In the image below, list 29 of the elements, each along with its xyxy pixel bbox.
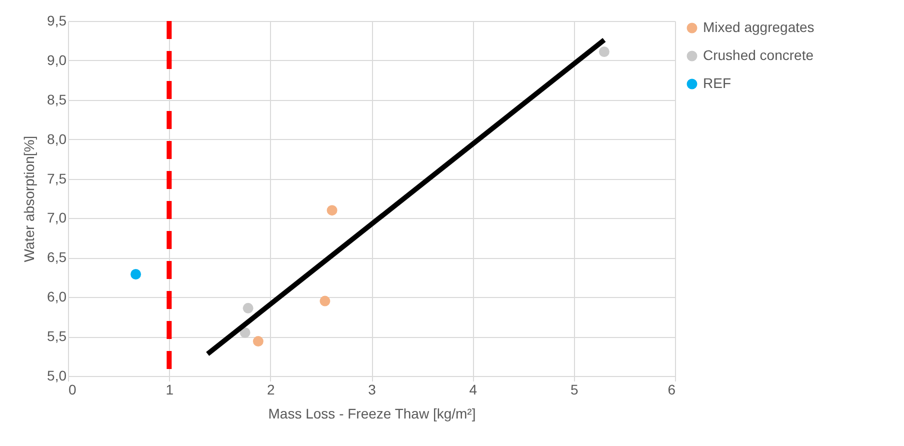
- x-axis-title: Mass Loss - Freeze Thaw [kg/m²]: [268, 406, 476, 422]
- y-tick-label: 7,0: [47, 210, 67, 226]
- point: [242, 302, 254, 314]
- legend-label: Mixed aggregates: [703, 19, 814, 35]
- x-tick-label: 6: [668, 382, 676, 398]
- y-tick-label: 8,5: [47, 91, 67, 108]
- x-tick-label: 1: [166, 382, 174, 398]
- y-tick-label: 6,0: [47, 288, 67, 305]
- y-tick-label: 6,5: [47, 249, 67, 266]
- y-tick-label: 7,5: [47, 170, 67, 186]
- x-tick-label: 2: [266, 382, 275, 398]
- y-axis-title: Water absorption[%]: [21, 136, 38, 262]
- y-tick-label: 8,0: [47, 130, 67, 147]
- y-tick-label: 9,0: [47, 52, 67, 68]
- legend-label: Crushed concrete: [703, 47, 814, 63]
- point: [240, 327, 250, 338]
- y-tick-label: 5,0: [47, 368, 67, 384]
- point: [320, 296, 330, 306]
- point: [598, 46, 610, 57]
- y-tick-label: 9,5: [47, 12, 67, 28]
- point: [130, 269, 142, 280]
- point: [252, 336, 264, 347]
- y-tick-label: 5,5: [47, 328, 67, 344]
- x-tick-label: 0: [68, 382, 76, 398]
- x-tick-label: 5: [570, 382, 578, 398]
- legend-label: REF: [703, 75, 731, 91]
- x-tick-label: 3: [368, 382, 376, 398]
- x-tick-label: 4: [469, 382, 478, 398]
- point: [326, 205, 338, 216]
